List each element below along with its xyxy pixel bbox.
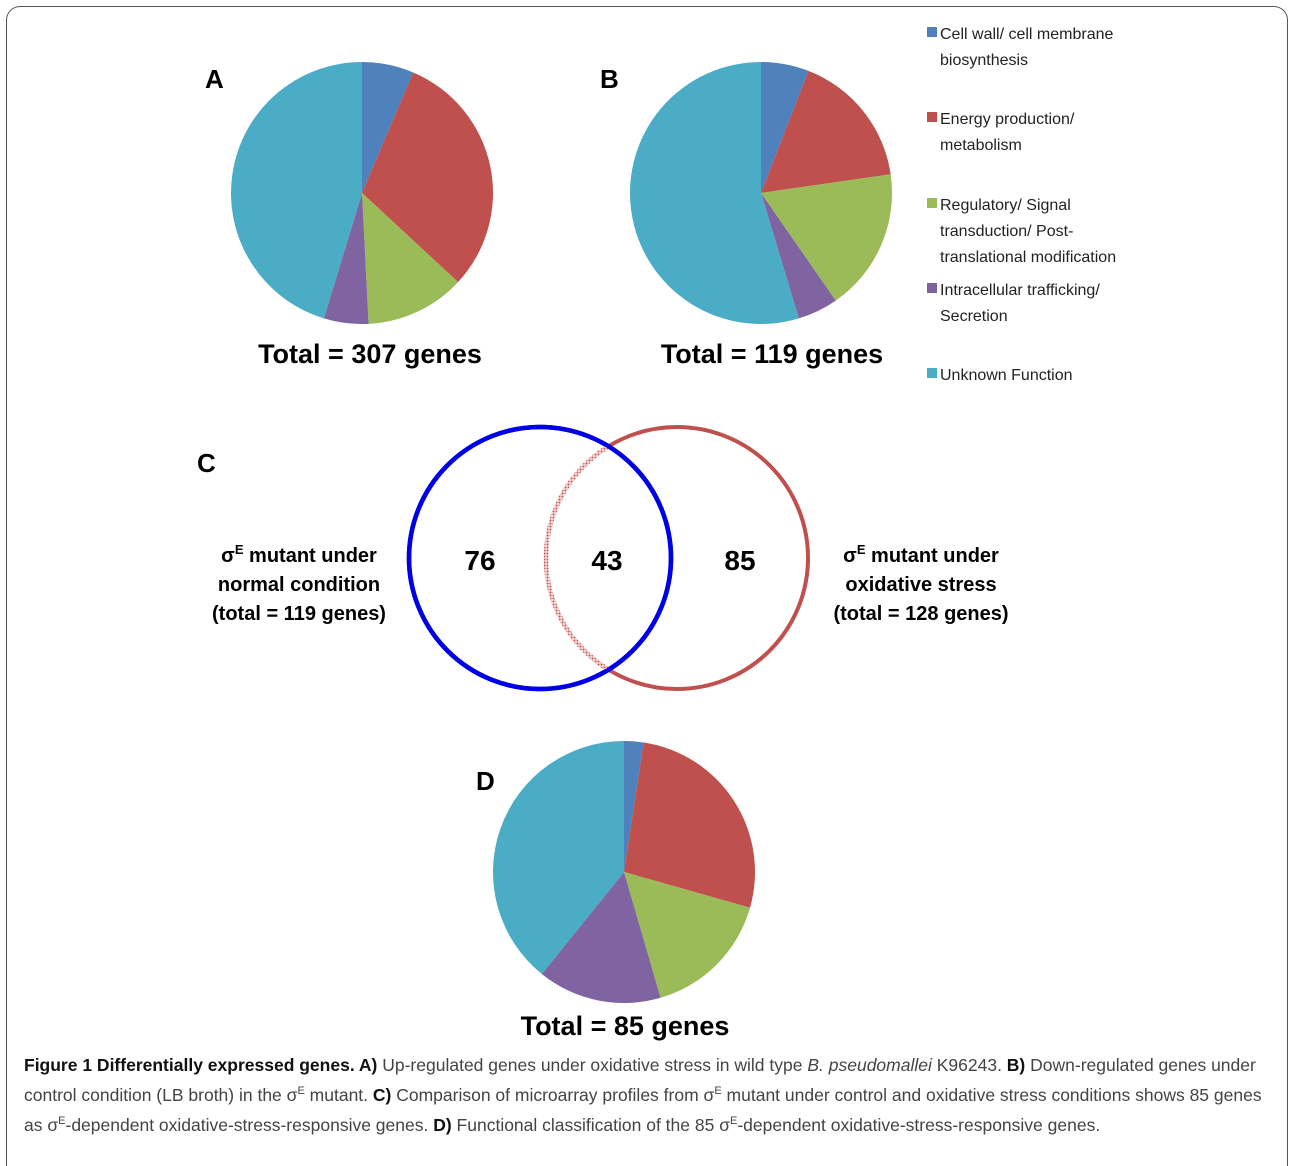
legend-swatch-2 [927,112,937,122]
venn-count-oxidative-only: 85 [724,545,755,576]
caption-title: Figure 1 Differentially expressed genes. [24,1055,359,1075]
venn-count-normal-only: 76 [464,545,495,576]
caption-text: mutant under control and oxidative stres… [24,1084,1262,1135]
venn-label-normal-line-1: σE mutant under [221,542,377,567]
panel-letter-c: C [197,448,216,478]
caption-panel-ref: D) [433,1114,452,1135]
caption-panel-ref: A) [358,1055,378,1075]
pie-a-total: Total = 307 genes [258,339,482,369]
pie-d-total: Total = 85 genes [521,1011,730,1041]
figure-frame [6,6,1288,1166]
legend: Cell wall/ cell membrane biosynthesis Ener… [927,26,1116,384]
legend-label-1-line-1: Cell wall/ cell membrane [940,26,1113,43]
panel-a: A Total = 307 genes [205,62,493,369]
caption-species: B. pseudomallei [807,1055,932,1075]
pie-b-slice-5 [630,62,799,324]
pie-a-slice-4 [323,193,369,324]
panel-letter-a: A [205,64,224,94]
venn-circle-normal-top [406,424,674,692]
caption-superscript: E [730,1114,738,1127]
venn-label-normal-line-2: normal condition [218,574,380,596]
legend-swatch-3 [927,198,937,208]
legend-label-4-line-1: Intracellular trafficking/ [940,282,1100,299]
caption-text: K96243. [931,1055,1007,1075]
pie-d-slice-5 [493,741,624,974]
pie-a-slice-5 [231,62,362,319]
caption-superscript: E [297,1085,305,1097]
caption-text: Up-regulated genes under oxidative stres… [377,1055,808,1075]
pie-chart-d [493,741,755,1003]
legend-label-3-line-1: Regulatory/ Signal [940,197,1071,214]
caption-text: Down-regulated genes under control condi… [24,1055,1256,1105]
pie-b-slice-3 [761,174,892,301]
pie-d-slice-2 [624,742,755,908]
caption-superscript: E [714,1085,722,1097]
caption-text: -dependent oxidative-stress-responsive g… [65,1114,434,1135]
venn-diagram: 76 43 85 σE mutant under normal condition (to… [212,424,1009,692]
venn-label-oxidative-line-1: σE mutant under [843,542,999,567]
caption-superscript: E [58,1114,66,1127]
caption-text: Comparison of microarray profiles from σ [391,1084,715,1105]
legend-label-5-line-1: Unknown Function [940,367,1073,384]
panel-c: C 76 43 85 σE mutant under normal condition (… [197,424,1009,692]
figure-caption: Figure 1 Differentially expressed genes.… [24,1052,1274,1138]
legend-swatch-1 [927,27,937,37]
pie-a-slice-1 [362,62,414,193]
pie-chart-b [630,62,892,324]
venn-label-normal-line-3: (total = 119 genes) [212,603,386,625]
pie-b-slice-1 [761,62,809,193]
caption-text: Functional classification of the 85 σ [451,1114,730,1135]
legend-label-3-line-2: transduction/ Post- [940,223,1073,240]
legend-label-2-line-2: metabolism [940,137,1022,154]
pie-d-slice-4 [541,872,661,1003]
pie-b-slice-2 [761,70,891,193]
caption-panel-ref: B) [1006,1055,1026,1075]
pie-b-total: Total = 119 genes [661,339,883,369]
legend-swatch-4 [927,283,937,293]
figure-canvas: A Total = 307 genes B Total = 119 genes … [197,26,1116,1041]
legend-swatch-5 [927,368,937,378]
legend-label-4-line-2: Secretion [940,308,1008,325]
venn-label-oxidative-line-3: (total = 128 genes) [833,603,1008,625]
legend-label-3-line-3: translational modification [940,249,1116,266]
legend-label-1-line-2: biosynthesis [940,52,1028,69]
pie-a-slice-2 [362,72,493,283]
legend-label-2-line-1: Energy production/ [940,111,1075,128]
panel-b: B Total = 119 genes [600,62,892,369]
pie-b-slice-4 [761,193,836,319]
pie-chart-a [231,62,493,324]
panel-letter-b: B [600,64,619,94]
pie-d-slice-3 [624,872,751,998]
panel-letter-d: D [476,766,495,796]
pie-d-slice-1 [624,741,644,872]
caption-text: mutant. [304,1084,373,1105]
venn-count-intersection: 43 [591,545,622,576]
panel-d: D Total = 85 genes [476,741,755,1041]
pie-a-slice-3 [362,193,459,324]
caption-panel-ref: C) [372,1084,392,1105]
venn-label-oxidative-line-2: oxidative stress [845,574,996,596]
venn-overlap-edge [543,429,669,687]
caption-text: -dependent oxidative-stress-responsive g… [737,1114,1101,1135]
